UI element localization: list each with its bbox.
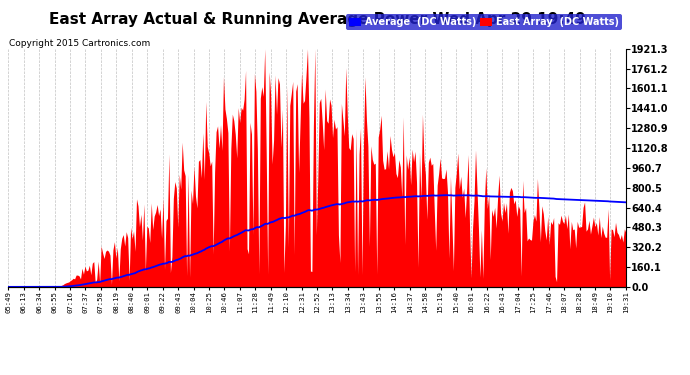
Legend: Average  (DC Watts), East Array  (DC Watts): Average (DC Watts), East Array (DC Watts…	[346, 14, 622, 30]
Text: East Array Actual & Running Average Power Wed Apr 29 19:49: East Array Actual & Running Average Powe…	[49, 12, 586, 27]
Text: Copyright 2015 Cartronics.com: Copyright 2015 Cartronics.com	[9, 39, 150, 48]
